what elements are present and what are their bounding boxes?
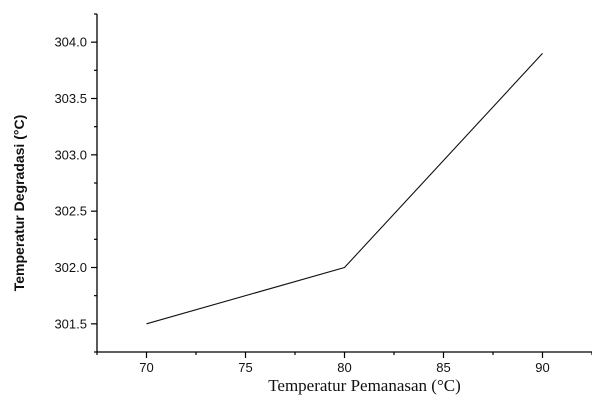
- x-tick-label: 90: [535, 360, 549, 375]
- x-tick-label: 75: [238, 360, 252, 375]
- x-tick-label: 80: [337, 360, 351, 375]
- tick-labels: 70 75 80 85 90 301.5 302.0 302.5 303.0 303.5 304.0: [54, 35, 549, 375]
- series: [146, 53, 543, 325]
- x-tick-label: 70: [139, 360, 153, 375]
- axes: [96, 14, 592, 353]
- y-tick-label: 301.5: [54, 316, 87, 331]
- y-tick-label: 302.5: [54, 204, 87, 219]
- x-tick-label: 85: [436, 360, 450, 375]
- series-line: [146, 53, 543, 325]
- x-axis-label: Temperatur Pemanasan (°C): [268, 376, 461, 395]
- y-tick-label: 304.0: [54, 35, 87, 50]
- y-tick-label: 303.0: [54, 147, 87, 162]
- y-tick-label: 302.0: [54, 260, 87, 275]
- y-axis-label: Temperatur Degradasi (°C): [11, 115, 27, 292]
- ticks: [91, 13, 592, 358]
- y-tick-label: 303.5: [54, 91, 87, 106]
